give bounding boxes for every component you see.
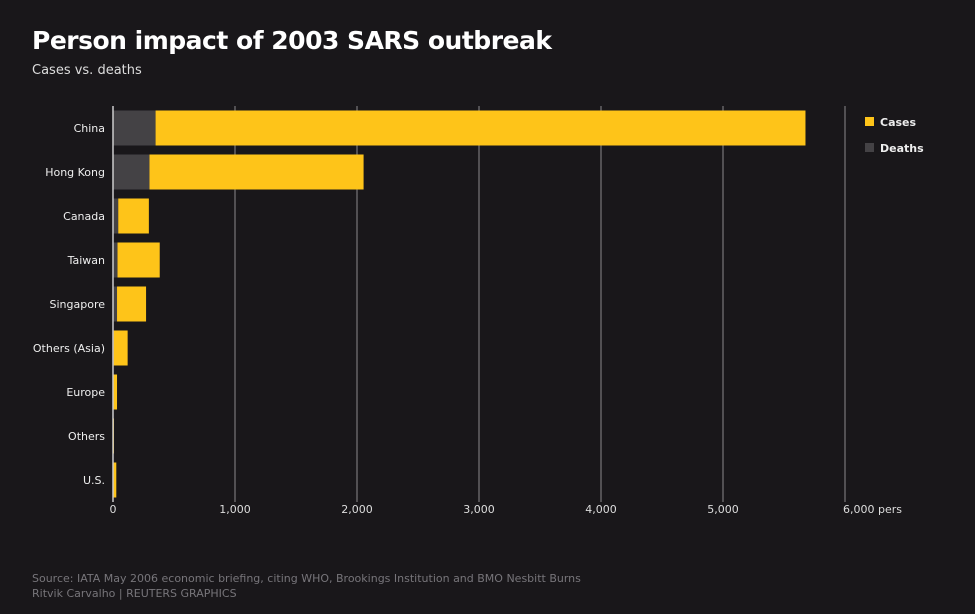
bar-deaths (113, 110, 156, 146)
x-tick-label: 3,000 (463, 503, 495, 516)
x-tick-label: 4,000 (585, 503, 617, 516)
legend-label: Cases (880, 116, 917, 129)
category-label: Hong Kong (45, 166, 105, 179)
chart-subtitle: Cases vs. deaths (32, 63, 142, 78)
legend-label: Deaths (880, 142, 924, 155)
bar-cases (117, 286, 147, 322)
bar-deaths (113, 198, 119, 234)
category-label: China (74, 122, 105, 135)
chart-title: Person impact of 2003 SARS outbreak (32, 26, 552, 55)
bar-deaths (113, 154, 150, 190)
bar-cases (113, 330, 128, 366)
category-label: U.S. (83, 474, 105, 487)
x-tick-label: 5,000 (707, 503, 739, 516)
bar-cases (113, 462, 117, 498)
category-label: Others (68, 430, 105, 443)
category-label: Singapore (50, 298, 106, 311)
source-note: Source: IATA May 2006 economic briefing,… (32, 572, 581, 585)
x-tick-label: 1,000 (219, 503, 251, 516)
bar-cases (118, 198, 149, 234)
bar-cases (117, 242, 160, 278)
x-tick-label: 0 (110, 503, 117, 516)
legend-swatch-deaths (865, 143, 874, 152)
x-tick-label: 2,000 (341, 503, 373, 516)
bar-cases (149, 154, 364, 190)
bar-cases (113, 374, 118, 410)
category-label: Europe (66, 386, 105, 399)
bar-deaths (113, 242, 118, 278)
category-label: Taiwan (67, 254, 105, 267)
bar-cases (155, 110, 806, 146)
bar-deaths (113, 286, 118, 322)
credit-line: Ritvik Carvalho | REUTERS GRAPHICS (32, 587, 237, 600)
category-label: Others (Asia) (33, 342, 105, 355)
category-label: Canada (63, 210, 105, 223)
legend-swatch-cases (865, 117, 874, 126)
x-tick-label: 6,000 pers (843, 503, 902, 516)
